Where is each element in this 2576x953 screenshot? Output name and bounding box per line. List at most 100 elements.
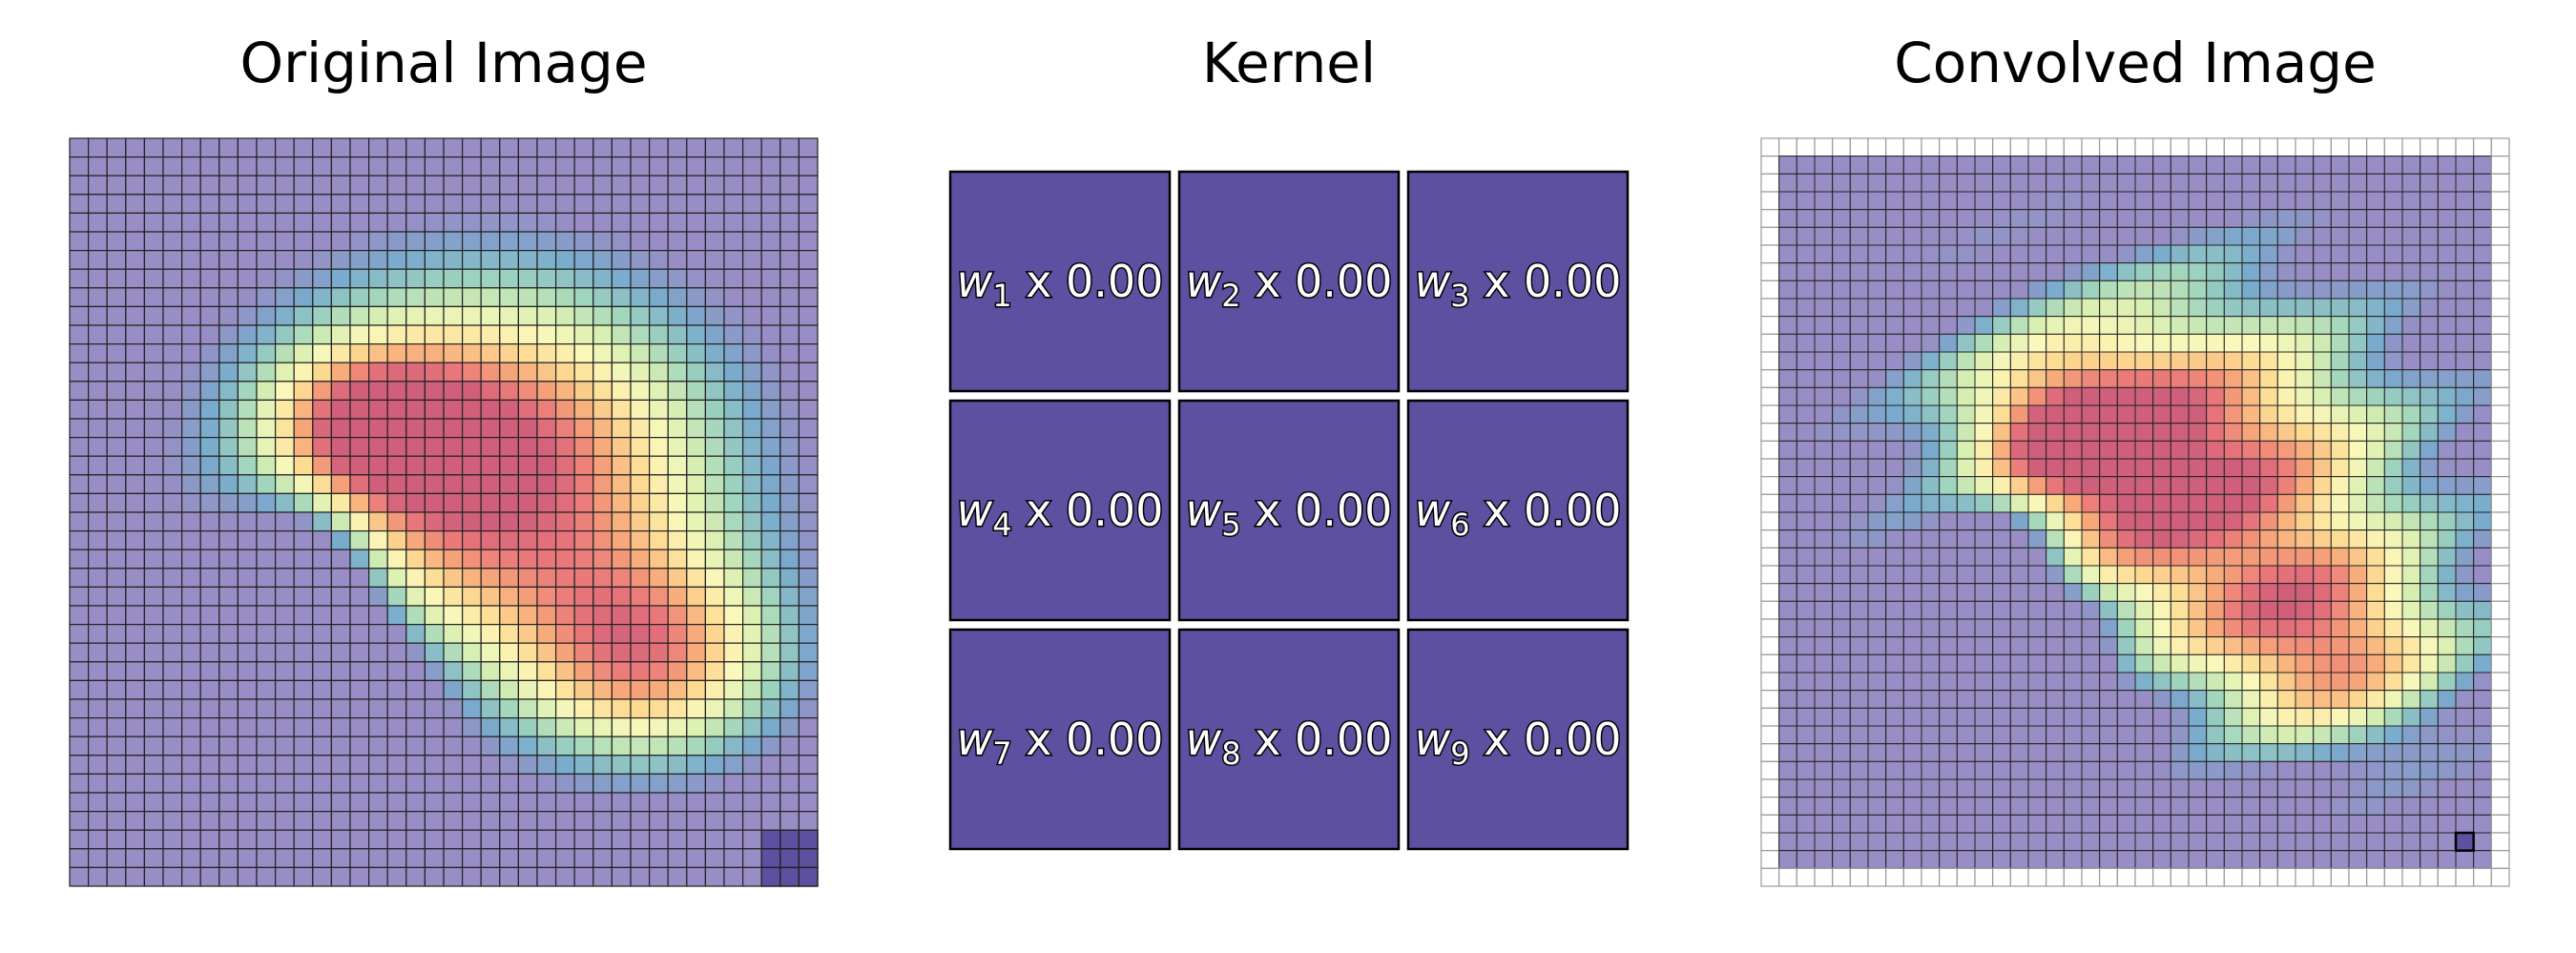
pixel-cell: [536, 848, 557, 868]
padding-cell: [1760, 725, 1780, 745]
output-cell: [2473, 529, 2492, 549]
output-cell: [2099, 209, 2118, 228]
output-cell: [2455, 155, 2475, 175]
output-cell: [1814, 262, 1834, 281]
pixel-cell: [573, 287, 594, 307]
pixel-cell: [573, 175, 594, 196]
output-cell: [2473, 690, 2492, 709]
output-cell: [1939, 832, 1958, 852]
output-cell: [2009, 707, 2029, 727]
output-cell: [2188, 226, 2208, 246]
output-cell: [2455, 440, 2475, 460]
output-cell: [2241, 333, 2261, 353]
output-cell: [1849, 244, 1869, 264]
output-cell: [2241, 423, 2261, 442]
output-cell: [2330, 351, 2350, 371]
pixel-cell: [499, 642, 519, 663]
output-cell: [2383, 565, 2403, 585]
pixel-cell: [199, 810, 220, 831]
kernel-cell: [1406, 628, 1630, 851]
pixel-cell: [499, 268, 519, 289]
padding-cell: [2099, 137, 2118, 157]
pixel-cell: [69, 399, 90, 420]
pixel-cell: [275, 231, 295, 252]
output-cell: [2473, 280, 2492, 300]
pixel-cell: [667, 399, 688, 420]
pixel-cell: [462, 437, 482, 457]
pixel-cell: [798, 455, 819, 476]
pixel-cell: [162, 437, 183, 457]
output-cell: [2027, 725, 2047, 745]
output-cell: [2473, 636, 2492, 655]
pixel-cell: [312, 586, 332, 607]
output-cell: [1867, 547, 1887, 567]
pixel-cell: [686, 250, 706, 270]
output-cell: [1849, 511, 1869, 531]
output-cell: [1992, 209, 2011, 228]
pixel-cell: [368, 848, 388, 868]
output-cell: [2455, 209, 2475, 228]
pixel-cell: [462, 755, 482, 775]
pixel-cell: [554, 866, 575, 887]
padding-cell: [1956, 867, 1976, 887]
pixel-cell: [667, 287, 688, 307]
output-cell: [1992, 565, 2011, 585]
output-cell: [2046, 209, 2065, 228]
output-cell: [2081, 386, 2101, 406]
output-cell: [1902, 262, 1922, 281]
output-cell: [2027, 262, 2047, 281]
pixel-cell: [499, 474, 519, 494]
output-cell: [2401, 458, 2421, 478]
output-cell: [2134, 333, 2154, 353]
output-cell: [2366, 155, 2385, 175]
pixel-cell: [181, 212, 201, 233]
pixel-cell: [723, 492, 744, 513]
output-cell: [2473, 672, 2492, 692]
pixel-cell: [237, 305, 258, 326]
pixel-cell: [181, 716, 201, 737]
output-cell: [2099, 850, 2118, 869]
pixel-cell: [218, 287, 239, 307]
pixel-cell: [686, 586, 706, 607]
output-cell: [1832, 743, 1851, 762]
pixel-cell: [630, 175, 651, 196]
output-cell: [2348, 173, 2368, 193]
output-cell: [2206, 760, 2225, 780]
output-cell: [1939, 423, 1958, 442]
output-cell: [1992, 493, 2011, 513]
padding-cell: [2490, 386, 2510, 406]
pixel-cell: [162, 529, 183, 550]
output-cell: [1832, 814, 1851, 834]
output-cell: [2420, 316, 2439, 335]
output-cell: [2099, 778, 2118, 798]
pixel-cell: [330, 305, 351, 326]
pixel-cell: [779, 399, 800, 420]
output-cell: [1885, 423, 1904, 442]
output-cell: [2027, 493, 2047, 513]
padding-cell: [2490, 298, 2510, 318]
output-cell: [2099, 583, 2118, 602]
output-cell: [2046, 493, 2065, 513]
output-cell: [1902, 369, 1922, 388]
output-cell: [1885, 209, 1904, 228]
pixel-cell: [349, 437, 370, 457]
pixel-cell: [704, 492, 725, 513]
pixel-cell: [741, 212, 762, 233]
pixel-cell: [330, 755, 351, 775]
output-cell: [2063, 244, 2083, 264]
padding-cell: [2313, 867, 2332, 887]
output-cell: [2081, 351, 2101, 371]
pixel-cell: [330, 549, 351, 570]
pixel-cell: [162, 642, 183, 663]
output-cell: [1778, 173, 1797, 193]
output-cell: [2063, 760, 2083, 780]
pixel-cell: [611, 549, 632, 570]
output-cell: [2259, 226, 2278, 246]
pixel-cell: [143, 455, 164, 476]
output-cell: [1867, 351, 1887, 371]
output-cell: [2420, 369, 2439, 388]
output-cell: [2099, 155, 2118, 175]
output-cell: [1939, 476, 1958, 495]
output-cell: [2206, 565, 2225, 585]
pixel-cell: [573, 661, 594, 681]
